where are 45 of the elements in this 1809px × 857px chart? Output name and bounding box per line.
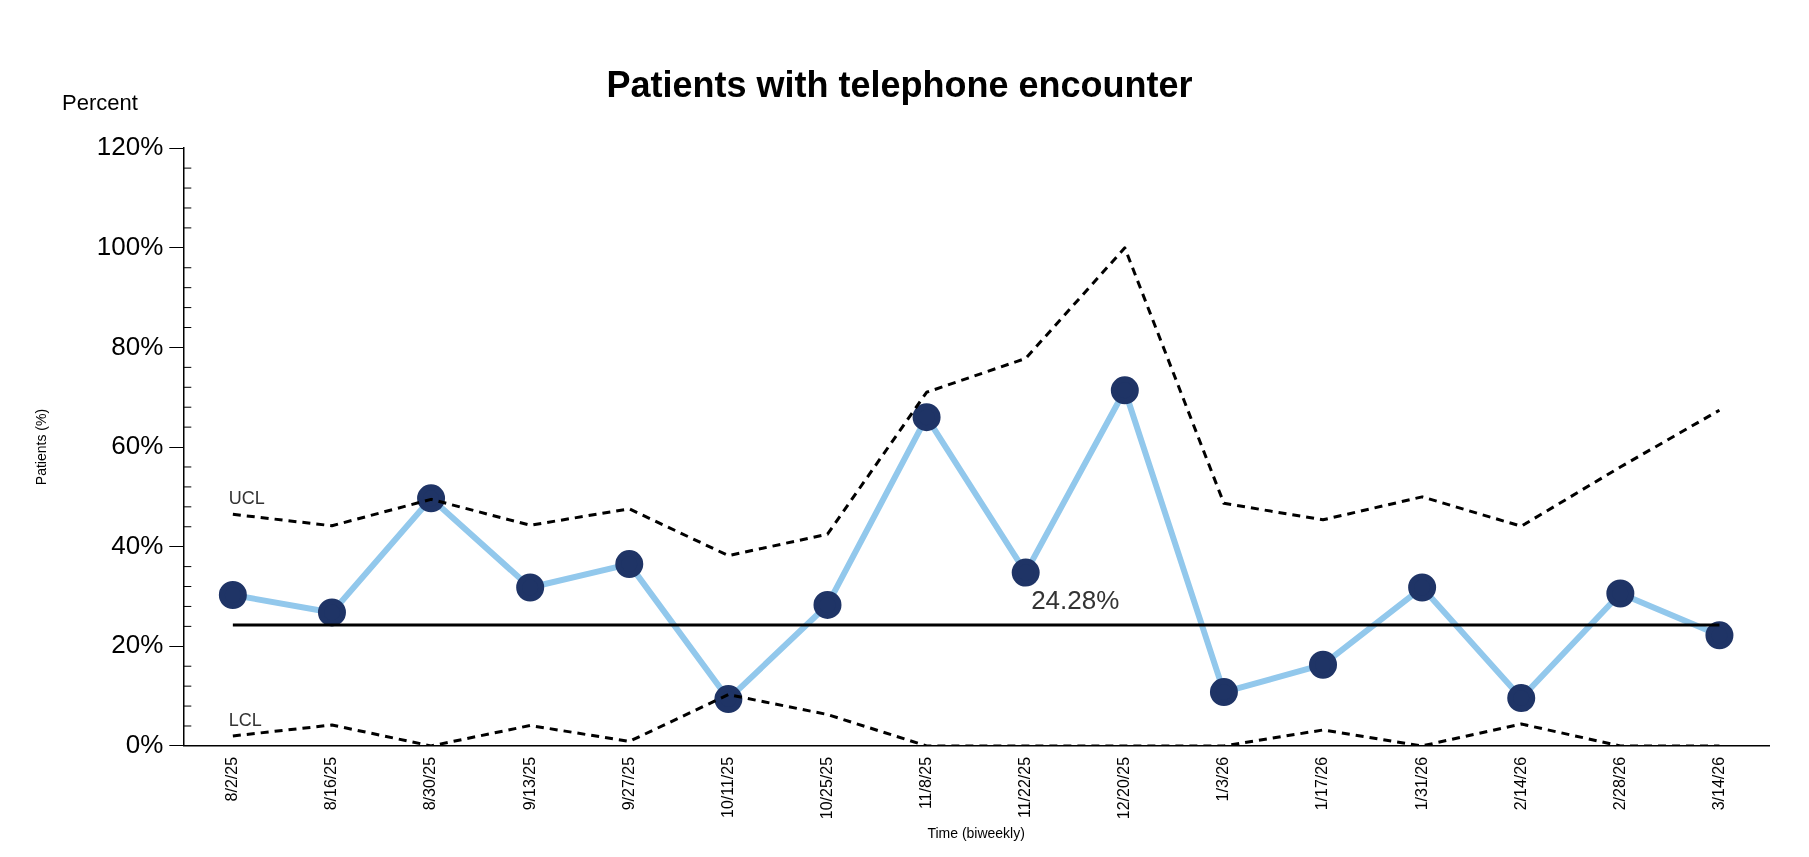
ref-line-label: 24.28% <box>1031 585 1120 616</box>
x-tick-label: 11/22/25 <box>1016 756 1034 819</box>
y-tick-label: 60% <box>111 430 164 461</box>
text: Percent <box>62 90 138 116</box>
x-tick-label: 1/3/26 <box>1214 756 1232 802</box>
series-label: UCL <box>228 488 265 509</box>
x-tick-label: 1/31/26 <box>1412 756 1430 811</box>
x-tick-label: 3/14/26 <box>1709 756 1727 811</box>
chart-title: Patients with telephone encounter <box>606 63 1193 105</box>
y-tick-label: 20% <box>111 629 164 660</box>
x-tick-label: 8/16/25 <box>322 756 340 811</box>
point <box>813 590 842 619</box>
x-tick-label: 10/25/25 <box>817 756 835 820</box>
y-tick-label: 100% <box>96 230 164 261</box>
line-series <box>231 246 1721 558</box>
x-tick-label: 9/13/25 <box>520 756 538 811</box>
point <box>912 403 941 432</box>
y-tick-label: 80% <box>111 330 164 361</box>
y-axis-title: Patients (%) <box>33 408 50 486</box>
point <box>516 573 545 602</box>
y-tick-label: 40% <box>111 529 164 560</box>
point <box>1705 621 1734 650</box>
series-label: LCL <box>228 709 262 730</box>
x-tick-label: 10/11/25 <box>718 756 736 819</box>
x-tick-label: 8/2/25 <box>223 756 241 802</box>
x-tick-label: 1/17/26 <box>1313 756 1331 811</box>
point <box>1110 376 1139 405</box>
point <box>615 550 644 579</box>
x-tick-label: 8/30/25 <box>421 756 439 811</box>
point <box>1507 684 1536 713</box>
point <box>1408 573 1437 602</box>
point <box>1209 678 1238 707</box>
x-tick-label: 12/20/25 <box>1115 756 1133 820</box>
x-tick-label: 2/14/26 <box>1511 756 1529 811</box>
point <box>1606 579 1635 608</box>
y-tick-label: 0% <box>125 729 164 760</box>
point <box>417 484 446 513</box>
y-tick-label: 120% <box>96 131 164 162</box>
x-tick-label: 2/28/26 <box>1610 756 1628 811</box>
point <box>1011 558 1040 587</box>
x-tick-label: 9/27/25 <box>619 756 637 811</box>
x-tick-label: 11/8/25 <box>917 756 934 810</box>
point <box>218 581 247 609</box>
x-axis-title: Time (biweekly) <box>927 825 1025 842</box>
point <box>1309 650 1338 679</box>
